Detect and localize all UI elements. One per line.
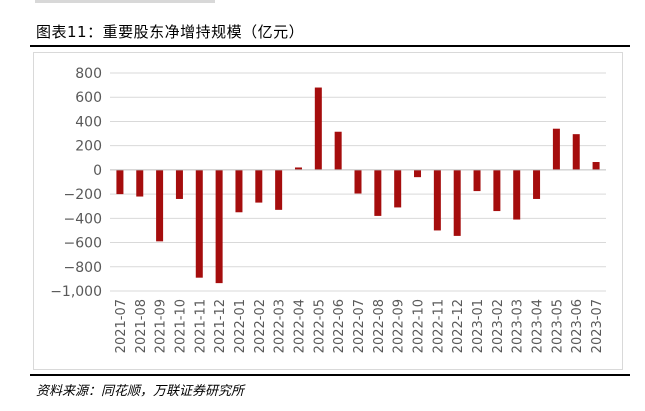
bar — [175, 169, 183, 199]
x-tick-label: 2021-10 — [173, 299, 188, 353]
bar — [394, 169, 402, 208]
y-tick-label: −800 — [64, 260, 102, 276]
x-tick-label: 2022-07 — [352, 299, 367, 353]
x-tick-label: 2022-06 — [332, 299, 347, 353]
chart-area: 800 600 400 200 0 −200 −400 −600 −800 −1,000 2021-… — [33, 52, 623, 370]
bar — [275, 169, 283, 210]
y-tick-label: 0 — [93, 163, 102, 179]
x-tick-label: 2022-11 — [431, 299, 446, 353]
bar — [354, 169, 362, 194]
bar — [433, 169, 441, 231]
x-tick-label: 2022-12 — [451, 299, 466, 353]
bar — [592, 162, 600, 170]
x-tick-label: 2023-04 — [531, 299, 546, 353]
figure-header: 图表11：重要股东净增持规模（亿元） — [30, 20, 630, 44]
bar — [513, 169, 521, 220]
x-tick-label: 2023-03 — [511, 299, 526, 353]
x-tick-label: 2021-08 — [134, 299, 149, 353]
bar — [473, 169, 481, 192]
x-tick-label: 2021-12 — [213, 299, 228, 353]
bar — [572, 134, 580, 170]
bar — [414, 169, 422, 178]
x-tick-label: 2022-04 — [292, 299, 307, 353]
bar — [116, 169, 124, 195]
y-tick-label: −400 — [64, 211, 102, 227]
bar — [493, 169, 501, 212]
title-rule — [30, 45, 630, 47]
source-note: 资料来源：同花顺，万联证券研究所 — [36, 384, 245, 399]
x-tick-label: 2022-10 — [412, 299, 427, 353]
source-rule — [30, 374, 630, 376]
x-tick-label: 2021-11 — [193, 299, 208, 353]
bar — [334, 131, 342, 170]
figure-title: 图表11：重要股东净增持规模（亿元） — [36, 23, 305, 41]
y-tick-label: −200 — [64, 187, 102, 203]
y-tick-label: 600 — [75, 90, 102, 106]
x-tick-label: 2022-08 — [372, 299, 387, 353]
bar — [552, 128, 560, 170]
cropped-top-text — [35, 0, 215, 3]
x-tick-label: 2022-05 — [312, 299, 327, 353]
y-tick-label: 800 — [75, 66, 102, 82]
bar — [136, 169, 144, 197]
bar — [374, 169, 382, 216]
y-tick-label: −600 — [64, 236, 102, 252]
x-tick-label: 2022-09 — [392, 299, 407, 353]
bar — [156, 169, 164, 242]
x-tick-label: 2023-07 — [590, 299, 605, 353]
bar — [294, 167, 302, 170]
y-tick-label: −1,000 — [50, 284, 102, 300]
y-tick-label: 400 — [75, 114, 102, 130]
x-tick-label: 2023-05 — [550, 299, 565, 353]
x-tick-label: 2022-03 — [273, 299, 288, 353]
bar — [314, 87, 322, 170]
bar-chart: 800 600 400 200 0 −200 −400 −600 −800 −1,000 2021-… — [50, 66, 606, 353]
bar — [255, 169, 263, 203]
x-tick-label: 2022-01 — [233, 299, 248, 353]
bar — [533, 169, 541, 199]
x-tick-label: 2023-02 — [491, 299, 506, 353]
x-tick-label: 2022-02 — [253, 299, 268, 353]
bar — [235, 169, 243, 213]
y-tick-label: 200 — [75, 139, 102, 155]
bar — [215, 169, 223, 284]
x-tick-label: 2021-09 — [154, 299, 169, 353]
bar — [195, 169, 203, 278]
x-tick-label: 2021-07 — [114, 299, 129, 353]
bar — [453, 169, 461, 236]
x-tick-label: 2023-01 — [471, 299, 486, 353]
x-tick-label: 2023-06 — [570, 299, 585, 353]
